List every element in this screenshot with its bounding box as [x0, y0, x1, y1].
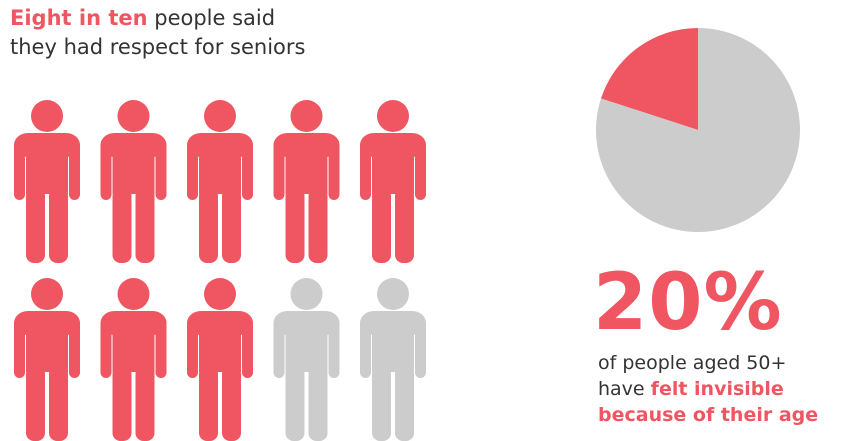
big-stat-value: 20% — [593, 258, 783, 348]
stat-caption: of people aged 50+ have felt invisible bec… — [598, 350, 818, 428]
headline-rest: people said — [147, 6, 276, 30]
person-icon — [100, 100, 167, 263]
person-icon — [360, 100, 426, 263]
pie-chart — [595, 27, 800, 232]
caption-highlight-line3: because of their age — [598, 404, 819, 426]
headline-highlight: Eight in ten — [10, 6, 148, 30]
person-icon — [14, 100, 80, 263]
caption-prefix: have — [598, 378, 651, 400]
pie-slice-highlight — [600, 27, 698, 130]
headline-line2: they had respect for seniors — [10, 35, 306, 59]
pie-slice-rest — [595, 28, 800, 232]
headline: Eight in ten people said they had respect… — [10, 4, 305, 62]
person-icon — [187, 100, 253, 263]
person-icon — [100, 278, 167, 441]
person-icon — [14, 278, 80, 441]
caption-highlight: felt invisible — [650, 378, 784, 400]
person-icon — [273, 100, 340, 263]
caption-line1: of people aged 50+ — [598, 352, 787, 374]
person-icon — [187, 278, 253, 441]
person-icon — [273, 278, 340, 441]
person-icon — [360, 278, 426, 441]
